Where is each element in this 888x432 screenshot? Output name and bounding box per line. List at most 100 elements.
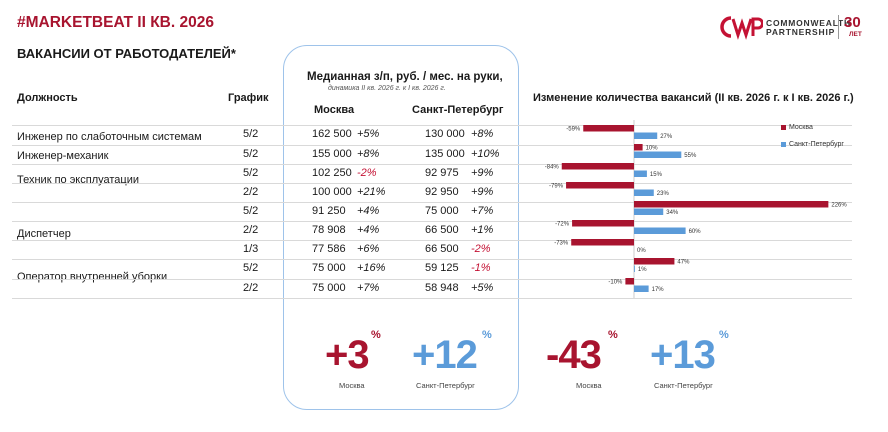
header-position: Должность [17, 92, 78, 104]
label-spb-0: 27% [660, 134, 673, 140]
row-salary-moscow: 75 000 [312, 262, 346, 274]
summary-vacancies-moscow-label: Москва [576, 381, 602, 390]
row-schedule: 2/2 [243, 224, 259, 236]
row-dynamics-moscow: +5% [357, 128, 380, 140]
row-schedule: 5/2 [243, 167, 259, 179]
legend-spb-label: Санкт-Петербург [789, 141, 844, 148]
summary-salary-spb: +12 [412, 333, 478, 377]
row-dynamics-moscow: +16% [357, 262, 386, 274]
row-dynamics-moscow: -2% [357, 167, 377, 179]
row-divider [12, 125, 852, 126]
row-salary-moscow: 155 000 [312, 148, 352, 160]
row-divider [12, 240, 852, 241]
label-moscow-0: -59% [566, 127, 581, 133]
row-schedule: 5/2 [243, 128, 259, 140]
label-moscow-3: -79% [549, 184, 564, 190]
row-schedule: 1/3 [243, 243, 259, 255]
cwp-logo-icon [720, 16, 763, 40]
bar-moscow-8 [625, 278, 634, 285]
label-spb-1: 55% [684, 153, 697, 159]
row-dynamics-spb: +1% [471, 224, 494, 236]
bar-moscow-5 [572, 220, 634, 227]
row-position: Диспетчер [17, 228, 71, 240]
row-dynamics-spb: +7% [471, 205, 494, 217]
summary-vacancies-spb: +13 [650, 333, 716, 377]
logo-wordmark: COMMONWEALTH PARTNERSHIP [766, 19, 851, 37]
bar-moscow-7 [634, 258, 675, 265]
label-moscow-2: -84% [545, 165, 560, 171]
row-dynamics-spb: +8% [471, 128, 494, 140]
row-divider [12, 221, 852, 222]
row-divider [12, 183, 852, 184]
row-dynamics-moscow: +21% [357, 186, 386, 198]
row-divider [12, 202, 852, 203]
bar-moscow-1 [634, 144, 643, 151]
row-salary-moscow: 162 500 [312, 128, 352, 140]
label-spb-3: 23% [657, 191, 670, 197]
row-dynamics-moscow: +7% [357, 282, 380, 294]
row-dynamics-moscow: +6% [357, 243, 380, 255]
row-salary-spb: 92 950 [425, 186, 459, 198]
bar-moscow-2 [561, 163, 634, 170]
label-moscow-5: -72% [555, 222, 570, 228]
row-salary-spb: 59 125 [425, 262, 459, 274]
bar-spb-1 [634, 151, 682, 158]
row-salary-moscow: 102 250 [312, 167, 352, 179]
bar-spb-4 [634, 208, 664, 215]
row-schedule: 5/2 [243, 205, 259, 217]
row-dynamics-spb: -1% [471, 262, 491, 274]
summary-salary-moscow-pct: % [371, 329, 381, 341]
row-salary-spb: 66 500 [425, 243, 459, 255]
summary-salary-moscow: +3 [325, 333, 370, 377]
row-salary-moscow: 100 000 [312, 186, 352, 198]
bar-spb-5 [634, 227, 686, 234]
row-position: Оператор внутренней уборки [17, 271, 168, 283]
anniversary-label: ЛЕТ [849, 31, 862, 38]
row-position: Техник по эксплуатации [17, 174, 139, 186]
label-spb-4: 34% [666, 210, 679, 216]
summary-salary-moscow-label: Москва [339, 381, 365, 390]
bar-spb-8 [634, 285, 649, 292]
row-schedule: 2/2 [243, 186, 259, 198]
bar-spb-7 [634, 265, 635, 272]
label-spb-2: 15% [650, 172, 663, 178]
label-moscow-1: 10% [646, 146, 659, 152]
report-period: II КВ. 2026 [132, 14, 214, 31]
summary-vacancies-moscow: -43 [546, 333, 602, 377]
header-chart: Изменение количества вакансий (II кв. 20… [533, 92, 854, 104]
row-divider [12, 298, 852, 299]
row-dynamics-moscow: +4% [357, 205, 380, 217]
bar-moscow-0 [583, 125, 634, 132]
legend-moscow: Москва [781, 124, 813, 131]
summary-vacancies-spb-label: Санкт-Петербург [654, 381, 713, 390]
logo-line-1: COMMONWEALTH [766, 18, 851, 28]
legend-spb: Санкт-Петербург [781, 141, 844, 148]
label-spb-7: 1% [638, 267, 647, 273]
row-dynamics-spb: -2% [471, 243, 491, 255]
label-spb-5: 60% [689, 229, 702, 235]
summary-vacancies-spb-pct: % [719, 329, 729, 341]
row-dynamics-spb: +10% [471, 148, 500, 160]
summary-vacancies-moscow-pct: % [608, 329, 618, 341]
row-salary-spb: 58 948 [425, 282, 459, 294]
row-dynamics-moscow: +8% [357, 148, 380, 160]
row-dynamics-spb: +9% [471, 186, 494, 198]
row-salary-spb: 130 000 [425, 128, 465, 140]
brand-hashtag: #MARKETBEAT [17, 14, 133, 31]
salary-highlight-box [283, 45, 519, 410]
bar-moscow-6 [571, 239, 634, 246]
row-dynamics-spb: +9% [471, 167, 494, 179]
row-salary-spb: 92 975 [425, 167, 459, 179]
row-schedule: 5/2 [243, 148, 259, 160]
row-salary-moscow: 91 250 [312, 205, 346, 217]
row-salary-moscow: 75 000 [312, 282, 346, 294]
row-schedule: 5/2 [243, 262, 259, 274]
row-dynamics-moscow: +4% [357, 224, 380, 236]
label-moscow-7: 47% [677, 260, 690, 266]
label-moscow-4: 226% [831, 203, 847, 209]
header-schedule: График [228, 92, 269, 104]
header-moscow: Москва [314, 104, 355, 116]
logo-line-2: PARTNERSHIP [766, 27, 836, 37]
row-salary-moscow: 78 908 [312, 224, 346, 236]
row-salary-spb: 75 000 [425, 205, 459, 217]
